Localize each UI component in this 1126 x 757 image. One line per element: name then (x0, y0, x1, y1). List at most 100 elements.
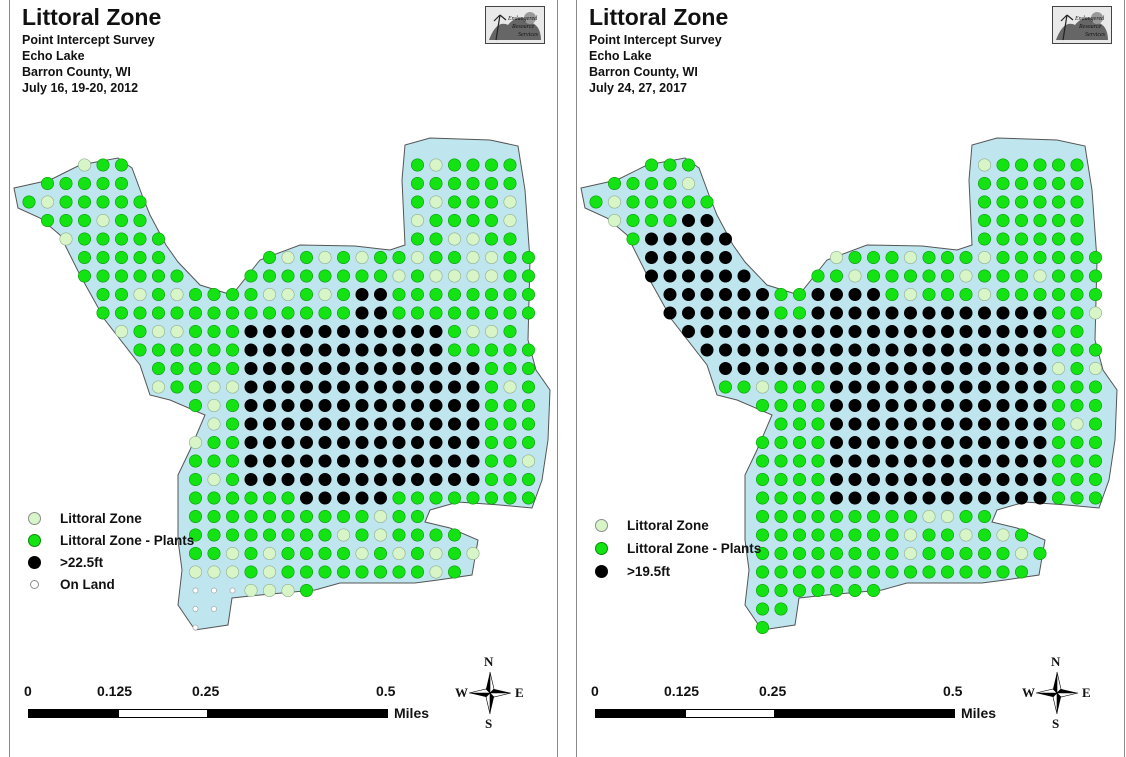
survey-point (429, 454, 443, 468)
survey-point (1088, 491, 1102, 505)
survey-point (281, 417, 295, 431)
subtitle-line: Barron County, WI (589, 65, 698, 79)
survey-point (1051, 287, 1065, 301)
survey-point (410, 528, 424, 542)
survey-point (521, 417, 535, 431)
subtitle-line: Echo Lake (22, 49, 85, 63)
survey-point (355, 306, 369, 320)
survey-point (207, 509, 221, 523)
legend-label: Littoral Zone - Plants (60, 533, 195, 548)
survey-point (244, 454, 258, 468)
survey-point (410, 287, 424, 301)
survey-point (355, 287, 369, 301)
survey-point (922, 454, 936, 468)
survey-point (355, 565, 369, 579)
survey-point (811, 583, 825, 597)
survey-point (866, 306, 880, 320)
compass-s: S (1052, 716, 1060, 731)
survey-point (848, 269, 862, 283)
survey-point (996, 565, 1010, 579)
survey-point (410, 491, 424, 505)
survey-point (996, 251, 1010, 265)
survey-point (1014, 177, 1028, 191)
survey-point (447, 565, 461, 579)
survey-point (336, 454, 350, 468)
survey-point (977, 380, 991, 394)
survey-point (940, 546, 954, 560)
survey-point (299, 269, 313, 283)
survey-point (373, 269, 387, 283)
survey-point (447, 306, 461, 320)
survey-point (281, 361, 295, 375)
survey-point (737, 380, 751, 394)
survey-point (977, 306, 991, 320)
map-title: Littoral Zone (589, 4, 729, 30)
survey-point (607, 214, 621, 228)
survey-point (281, 398, 295, 412)
survey-point (682, 232, 696, 246)
survey-point (410, 546, 424, 560)
survey-point (977, 251, 991, 265)
survey-point (996, 287, 1010, 301)
survey-point (503, 251, 517, 265)
survey-point (830, 269, 844, 283)
survey-point (756, 343, 770, 357)
survey-point (40, 214, 54, 228)
survey-point (299, 435, 313, 449)
survey-point (866, 565, 880, 579)
survey-point (996, 269, 1010, 283)
survey-point (866, 472, 880, 486)
survey-point (299, 454, 313, 468)
survey-point (410, 472, 424, 486)
survey-point (848, 361, 862, 375)
survey-point (355, 324, 369, 338)
compass-e: E (1082, 685, 1091, 700)
survey-point (903, 528, 917, 542)
survey-point (466, 232, 480, 246)
survey-point (318, 435, 332, 449)
survey-points (22, 158, 535, 631)
survey-point (793, 361, 807, 375)
scale-tick: 0.5 (376, 683, 396, 699)
survey-point (503, 361, 517, 375)
survey-point (78, 195, 92, 209)
survey-point (774, 602, 788, 616)
survey-point (133, 287, 147, 301)
survey-point (503, 287, 517, 301)
survey-point (1033, 343, 1047, 357)
survey-point (447, 158, 461, 172)
survey-point (866, 509, 880, 523)
survey-point (299, 565, 313, 579)
survey-point (848, 583, 862, 597)
survey-point (373, 509, 387, 523)
survey-point (189, 528, 203, 542)
survey-point (903, 472, 917, 486)
legend-symbol-plants (28, 534, 41, 547)
survey-point (977, 269, 991, 283)
survey-point (189, 454, 203, 468)
survey-point (244, 361, 258, 375)
north-arrow-icon: N S W E (455, 654, 525, 732)
survey-point (866, 417, 880, 431)
survey-point (484, 269, 498, 283)
survey-point (811, 380, 825, 394)
survey-point (793, 583, 807, 597)
survey-point (1070, 195, 1084, 209)
survey-point (940, 472, 954, 486)
survey-point (503, 435, 517, 449)
survey-point (774, 546, 788, 560)
survey-point (410, 509, 424, 523)
survey-point (410, 214, 424, 228)
survey-point (96, 306, 110, 320)
survey-point (774, 380, 788, 394)
survey-point (59, 177, 73, 191)
survey-point (521, 435, 535, 449)
survey-point (429, 546, 443, 560)
survey-point (1051, 491, 1065, 505)
survey-point (466, 380, 480, 394)
survey-point (830, 509, 844, 523)
survey-point (355, 491, 369, 505)
survey-point (682, 158, 696, 172)
scale-segment (595, 709, 685, 718)
survey-point (903, 435, 917, 449)
